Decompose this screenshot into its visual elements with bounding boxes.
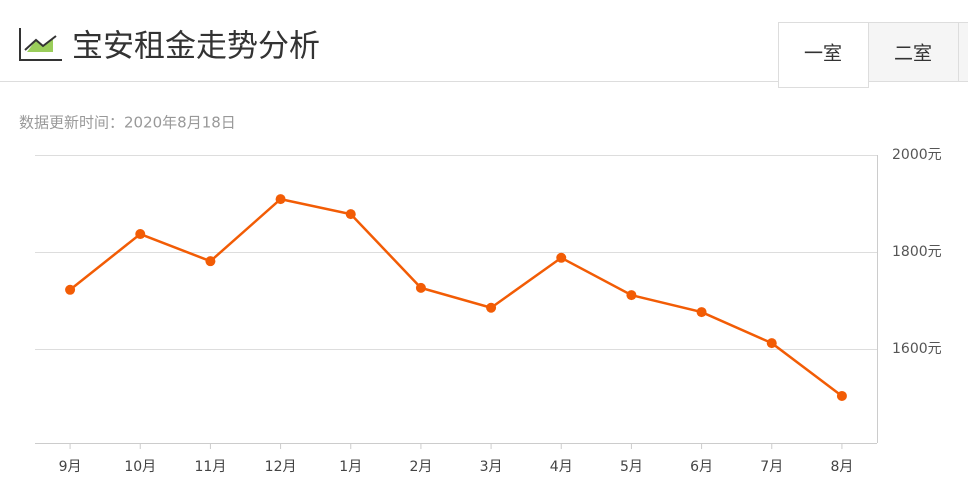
y-tick-label: 1800元 (892, 244, 942, 260)
page-title: 宝安租金走势分析 (72, 29, 320, 65)
x-tick-label: 8月 (830, 459, 853, 475)
x-tick-label: 12月 (265, 459, 297, 475)
chart-icon (19, 28, 62, 61)
x-tick-label: 7月 (760, 459, 783, 475)
x-tick-label: 5月 (620, 459, 643, 475)
x-tick-label: 6月 (690, 459, 713, 475)
data-point (696, 307, 707, 318)
series-line (69, 197, 843, 397)
x-tick-label: 2月 (409, 459, 432, 475)
y-tick-label: 2000元 (892, 147, 942, 163)
x-tick-label: 4月 (550, 459, 573, 475)
update-time: 数据更新时间：2020年8月18日 (19, 114, 236, 132)
data-point (486, 302, 497, 313)
data-point (415, 282, 426, 293)
data-point (766, 338, 777, 349)
tab[interactable] (868, 22, 959, 82)
data-point (345, 209, 356, 220)
x-tick-label: 3月 (480, 459, 503, 475)
data-point (135, 229, 146, 240)
chart: 1600元 1800元 2000元 9月 10月 11月 12月 1月 2月 3月 4月 5月 6月 7月… (35, 147, 942, 475)
x-tick-label: 9月 (59, 459, 82, 475)
tab-active[interactable] (778, 22, 869, 88)
tab-label[interactable]: 一室 (804, 43, 842, 65)
data-point (836, 390, 847, 401)
data-point (275, 194, 286, 205)
x-tick-label: 1月 (339, 459, 362, 475)
tab[interactable] (958, 22, 968, 82)
data-point (556, 252, 567, 263)
x-tick-label: 11月 (195, 459, 227, 475)
data-point (65, 284, 76, 295)
y-tick-label: 1600元 (892, 341, 942, 357)
x-tick-label: 10月 (124, 459, 156, 475)
data-point (205, 256, 216, 267)
tab-label[interactable]: 二室 (894, 43, 932, 65)
data-point (626, 290, 637, 301)
